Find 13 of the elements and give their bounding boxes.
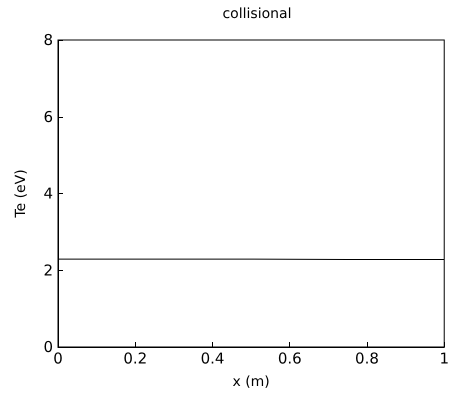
chart-title: collisional bbox=[222, 6, 292, 22]
x-axis-title: x (m) bbox=[232, 374, 270, 390]
y-tick-label: 6 bbox=[43, 108, 53, 126]
x-tick-label: 0.4 bbox=[200, 350, 224, 368]
y-tick-label: 0 bbox=[43, 338, 53, 356]
x-tick-label: 0.8 bbox=[355, 350, 379, 368]
y-tick-label: 4 bbox=[43, 184, 53, 202]
y-tick-label: 2 bbox=[43, 261, 53, 280]
y-tick-label: 8 bbox=[43, 31, 53, 49]
y-axis-title: Te (eV) bbox=[13, 169, 29, 219]
x-tick-label: 0.6 bbox=[278, 350, 302, 368]
x-tick-label: 1 bbox=[439, 350, 449, 368]
x-tick-label: 0.2 bbox=[123, 350, 148, 368]
